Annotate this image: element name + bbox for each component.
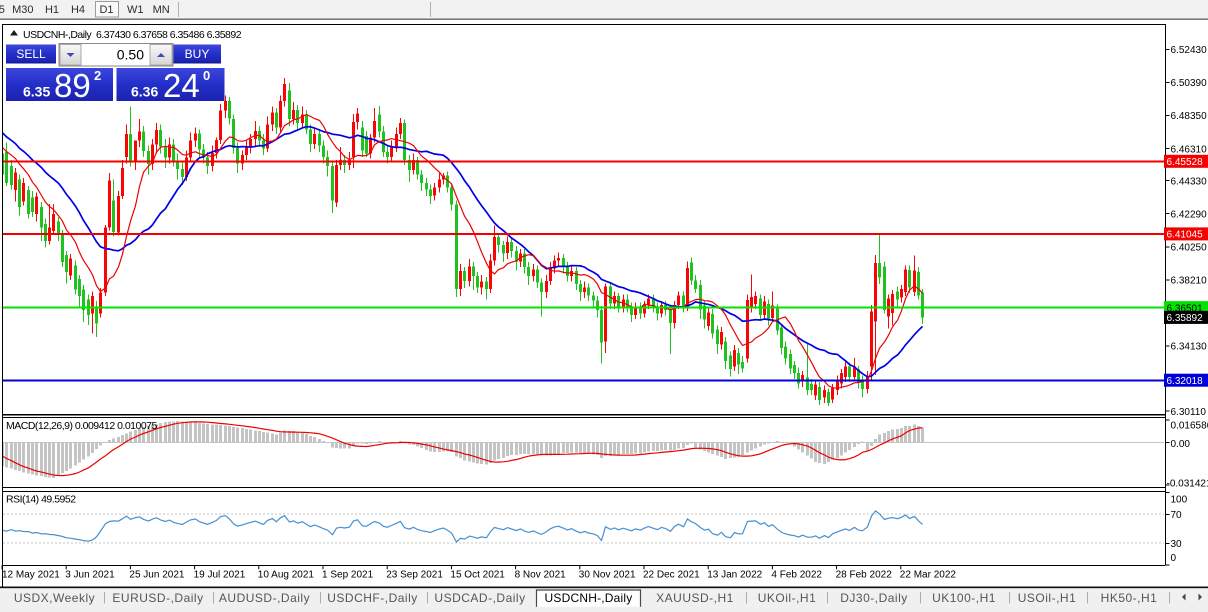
svg-text:0.016586: 0.016586 <box>1171 421 1208 432</box>
svg-text:4 Feb 2022: 4 Feb 2022 <box>771 570 822 581</box>
svg-text:30: 30 <box>1171 539 1183 550</box>
svg-text:15 Oct 2021: 15 Oct 2021 <box>450 570 505 581</box>
svg-text:6.41045: 6.41045 <box>1167 230 1204 241</box>
svg-text:-0.031421: -0.031421 <box>1167 478 1208 489</box>
svg-text:DJ30-,Daily: DJ30-,Daily <box>840 591 908 605</box>
svg-text:6.38210: 6.38210 <box>1171 276 1208 287</box>
svg-text:22 Dec 2021: 22 Dec 2021 <box>643 570 700 581</box>
svg-text:8 Nov 2021: 8 Nov 2021 <box>515 570 567 581</box>
svg-text:XAUUSD-,H1: XAUUSD-,H1 <box>656 591 734 605</box>
svg-text:6.52430: 6.52430 <box>1171 45 1208 56</box>
svg-text:6.32018: 6.32018 <box>1167 376 1204 387</box>
svg-text:UK100-,H1: UK100-,H1 <box>932 591 996 605</box>
svg-text:USOil-,H1: USOil-,H1 <box>1018 591 1077 605</box>
svg-text:SELL: SELL <box>16 47 46 61</box>
svg-text:6.48350: 6.48350 <box>1171 111 1208 122</box>
svg-text:30 Nov 2021: 30 Nov 2021 <box>579 570 636 581</box>
svg-text:USDCNH-,Daily: USDCNH-,Daily <box>545 591 633 605</box>
svg-text:D1: D1 <box>99 4 113 16</box>
svg-text:6.42290: 6.42290 <box>1171 209 1208 220</box>
svg-text:MACD(12,26,9) 0.009412 0.01007: MACD(12,26,9) 0.009412 0.010075 <box>6 420 158 432</box>
svg-text:6.35: 6.35 <box>23 84 50 100</box>
svg-text:MN: MN <box>153 4 170 16</box>
svg-text:6.36501: 6.36501 <box>1167 303 1204 314</box>
svg-text:BUY: BUY <box>185 47 210 61</box>
svg-text:USDX,Weekly: USDX,Weekly <box>14 591 95 605</box>
svg-text:W1: W1 <box>127 4 144 16</box>
svg-text:28 Feb 2022: 28 Feb 2022 <box>836 570 893 581</box>
svg-text:12 May 2021: 12 May 2021 <box>2 570 60 581</box>
svg-text:6.40250: 6.40250 <box>1171 243 1208 254</box>
svg-text:USDCNH-,Daily 6.37430 6.37658: USDCNH-,Daily 6.37430 6.37658 6.35486 6.… <box>23 29 242 41</box>
svg-text:USDCAD-,Daily: USDCAD-,Daily <box>434 591 525 605</box>
svg-text:5: 5 <box>0 4 5 16</box>
svg-text:M30: M30 <box>12 4 33 16</box>
svg-text:70: 70 <box>1171 510 1183 521</box>
svg-text:23 Sep 2021: 23 Sep 2021 <box>386 570 443 581</box>
svg-text:6.45528: 6.45528 <box>1167 157 1204 168</box>
svg-text:UKOil-,H1: UKOil-,H1 <box>758 591 817 605</box>
svg-text:AUDUSD-,Daily: AUDUSD-,Daily <box>219 591 310 605</box>
svg-text:6.44330: 6.44330 <box>1171 176 1208 187</box>
svg-text:19 Jul 2021: 19 Jul 2021 <box>194 570 246 581</box>
svg-text:100: 100 <box>1171 494 1188 505</box>
svg-text:6.36: 6.36 <box>131 84 158 100</box>
svg-text:6.46310: 6.46310 <box>1171 144 1208 155</box>
svg-text:0: 0 <box>1171 553 1177 564</box>
svg-text:10 Aug 2021: 10 Aug 2021 <box>258 570 315 581</box>
svg-text:HK50-,H1: HK50-,H1 <box>1101 591 1158 605</box>
svg-text:H1: H1 <box>45 4 59 16</box>
svg-text:EURUSD-,Daily: EURUSD-,Daily <box>112 591 203 605</box>
svg-text:6.50390: 6.50390 <box>1171 78 1208 89</box>
svg-text:0.50: 0.50 <box>117 47 144 63</box>
svg-text:25 Jun 2021: 25 Jun 2021 <box>129 570 184 581</box>
svg-text:22 Mar 2022: 22 Mar 2022 <box>900 570 957 581</box>
svg-text:6.30110: 6.30110 <box>1171 407 1207 418</box>
svg-text:6.34130: 6.34130 <box>1171 342 1208 353</box>
svg-text:RSI(14) 49.5952: RSI(14) 49.5952 <box>6 494 76 506</box>
svg-text:13 Jan 2022: 13 Jan 2022 <box>707 570 762 581</box>
svg-text:6.35892: 6.35892 <box>1167 313 1204 324</box>
svg-text:H4: H4 <box>71 4 85 16</box>
svg-text:0.00: 0.00 <box>1171 439 1191 450</box>
svg-text:24: 24 <box>163 67 200 104</box>
svg-text:0: 0 <box>203 68 210 83</box>
svg-text:89: 89 <box>54 67 91 104</box>
svg-text:3 Jun 2021: 3 Jun 2021 <box>65 570 115 581</box>
svg-text:USDCHF-,Daily: USDCHF-,Daily <box>327 591 418 605</box>
svg-text:1 Sep 2021: 1 Sep 2021 <box>322 570 374 581</box>
svg-text:2: 2 <box>94 68 101 83</box>
